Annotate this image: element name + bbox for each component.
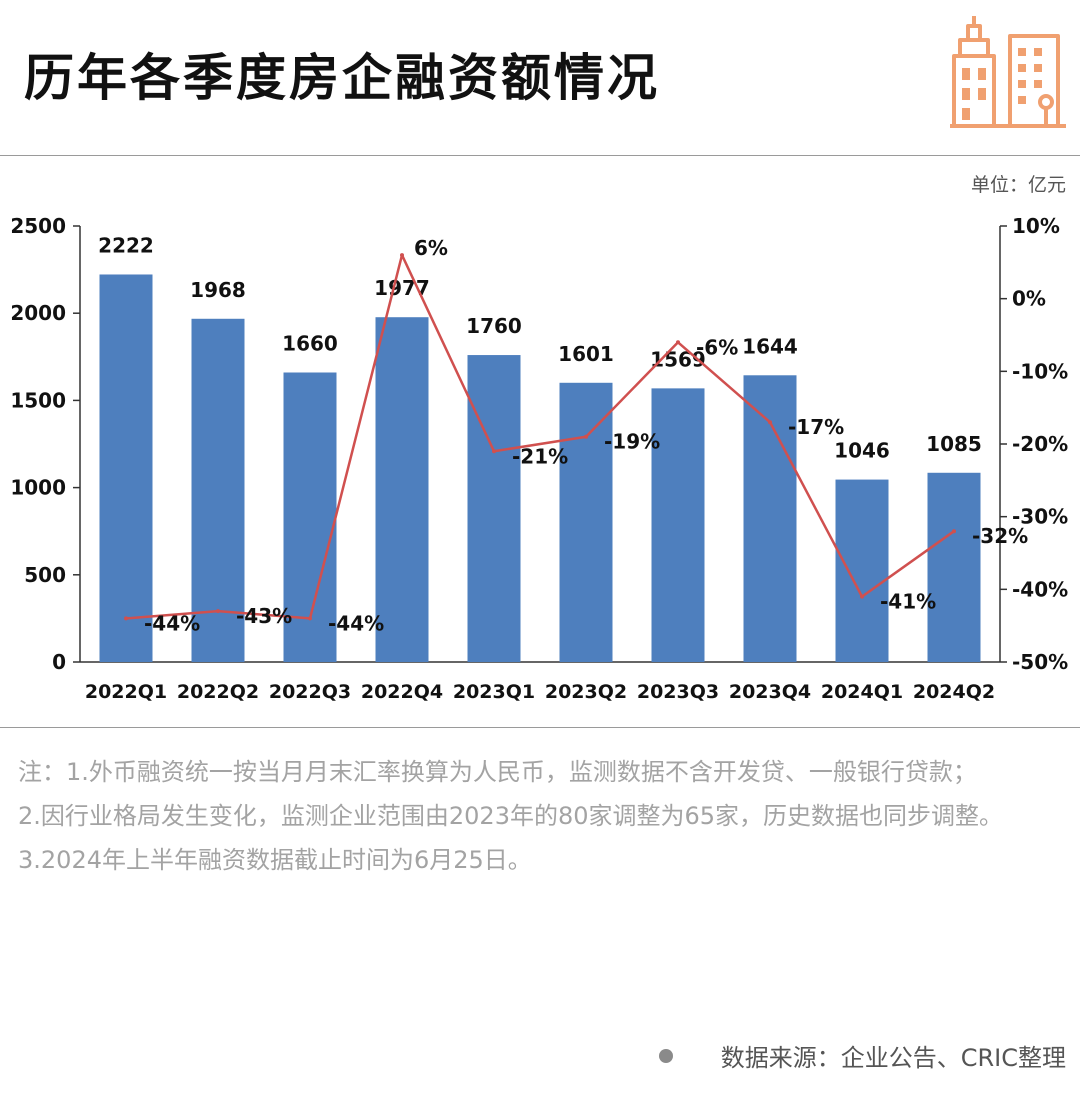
x-tick-label: 2022Q4	[361, 681, 443, 703]
growth-value-label: -44%	[144, 611, 200, 635]
building-icon	[950, 16, 1066, 128]
growth-value-label: -19%	[604, 430, 660, 454]
notes: 注：1.外币融资统一按当月月末汇率换算为人民币，监测数据不含开发贷、一般银行贷款…	[18, 750, 1058, 882]
y-right-tick-label: -30%	[1012, 505, 1068, 529]
note-1: 注：1.外币融资统一按当月月末汇率换算为人民币，监测数据不含开发贷、一般银行贷款…	[18, 758, 977, 786]
x-tick-label: 2023Q2	[545, 681, 627, 703]
growth-value-label: 6%	[414, 236, 448, 260]
growth-line	[125, 253, 955, 620]
growth-point	[860, 594, 864, 599]
bullet-icon	[658, 1048, 673, 1063]
x-tick-label: 2023Q4	[729, 681, 811, 703]
x-tick-label: 2022Q1	[85, 681, 167, 703]
x-tick-label: 2022Q3	[269, 681, 351, 703]
y-left-tick-label: 1000	[10, 476, 66, 500]
x-tick-label: 2023Q3	[637, 681, 719, 703]
chart-area: 0 500 1000 1500 2000 2500 -50% -40% -30% -20% -10%…	[10, 214, 1068, 703]
y-left-tick-label: 1500	[10, 388, 66, 412]
growth-point	[584, 434, 588, 439]
bar	[651, 388, 705, 662]
growth-value-label: -44%	[328, 611, 384, 635]
header-divider	[0, 155, 1080, 156]
growth-point	[216, 609, 220, 614]
chart-title: 历年各季度房企融资额情况	[24, 49, 660, 107]
growth-value-label: -6%	[696, 335, 738, 359]
growth-point	[308, 616, 312, 621]
note-3: 3.2024年上半年融资数据截止时间为6月25日。	[18, 846, 532, 874]
bar	[835, 479, 889, 662]
growth-value-label: -17%	[788, 415, 844, 439]
growth-value-label: -21%	[512, 444, 568, 468]
growth-point	[492, 449, 496, 454]
chart-divider	[0, 727, 1080, 728]
y-left-tick-label: 2000	[10, 301, 66, 325]
growth-value-label: -41%	[880, 590, 936, 614]
bar-value-label: 1760	[466, 314, 522, 338]
y-right-tick-label: -20%	[1012, 432, 1068, 456]
growth-point	[676, 340, 680, 345]
y-right-tick-label: 10%	[1012, 214, 1060, 238]
data-source: 数据来源：企业公告、CRIC整理	[658, 1038, 1066, 1073]
x-tick-label: 2024Q2	[913, 681, 995, 703]
y-right-tick-label: -10%	[1012, 359, 1068, 383]
bar	[99, 274, 153, 662]
bar	[927, 472, 981, 662]
unit-label: 单位：亿元	[970, 174, 1066, 196]
growth-point	[400, 253, 404, 258]
note-2: 2.因行业格局发生变化，监测企业范围由2023年的80家调整为65家，历史数据也…	[18, 802, 1004, 830]
y-right-tick-label: -40%	[1012, 577, 1068, 601]
bar-value-label: 1644	[742, 334, 798, 358]
growth-point	[952, 529, 956, 534]
bar-value-label: 1968	[190, 278, 246, 302]
x-tick-label: 2023Q1	[453, 681, 535, 703]
growth-point	[124, 616, 128, 621]
growth-point	[768, 420, 772, 425]
bar	[559, 382, 613, 662]
growth-value-label: -43%	[236, 604, 292, 628]
bar	[375, 317, 429, 662]
x-tick-label: 2024Q1	[821, 681, 903, 703]
bar-value-label: 1660	[282, 331, 338, 355]
growth-value-label: -32%	[972, 524, 1028, 548]
bar-value-label: 1085	[926, 432, 982, 456]
bar	[467, 355, 521, 662]
bar-value-label: 1601	[558, 342, 614, 366]
y-left-tick-label: 0	[52, 650, 66, 674]
bar-value-label: 1046	[834, 439, 890, 463]
x-tick-label: 2022Q2	[177, 681, 259, 703]
source-text: 数据来源：企业公告、CRIC整理	[720, 1044, 1066, 1072]
y-right-tick-label: 0%	[1012, 287, 1046, 311]
bar-value-label: 2222	[98, 233, 154, 257]
y-left-tick-label: 2500	[10, 214, 66, 238]
y-left-tick-label: 500	[24, 563, 66, 587]
y-right-tick-label: -50%	[1012, 650, 1068, 674]
bar	[191, 318, 245, 662]
